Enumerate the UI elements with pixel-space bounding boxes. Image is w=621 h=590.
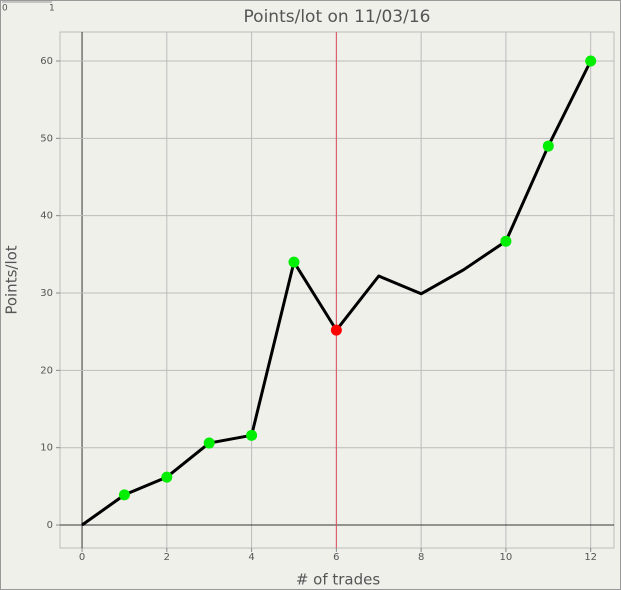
data-point	[585, 55, 597, 67]
data-point	[246, 429, 258, 441]
data-point	[161, 471, 173, 483]
data-point	[500, 235, 512, 247]
x-tick-label: 10	[500, 552, 513, 563]
x-tick-label: 6	[333, 552, 339, 563]
y-tick-label: 40	[40, 211, 53, 222]
x-axis-label: # of trades	[296, 571, 381, 589]
slider-min: 0	[2, 4, 8, 14]
data-point	[542, 140, 554, 152]
y-tick-label: 60	[40, 56, 53, 67]
y-axis-label: Points/lot	[3, 245, 21, 314]
slider-max: 1	[49, 4, 55, 14]
plot-area	[59, 31, 615, 549]
x-tick-label: 4	[248, 552, 254, 563]
data-point	[330, 324, 342, 336]
chart-title: Points/lot on 11/03/16	[244, 7, 431, 27]
y-tick-label: 30	[40, 288, 53, 299]
y-tick-label: 10	[40, 443, 53, 454]
y-tick-label: 20	[40, 365, 53, 376]
y-tick-label: 0	[47, 520, 53, 531]
x-tick-label: 0	[79, 552, 85, 563]
data-point	[118, 489, 130, 501]
x-tick-label: 8	[418, 552, 424, 563]
data-point	[288, 256, 300, 268]
y-tick-label: 50	[40, 133, 53, 144]
x-tick-label: 2	[164, 552, 170, 563]
data-point	[203, 437, 215, 449]
x-tick-label: 12	[584, 552, 597, 563]
